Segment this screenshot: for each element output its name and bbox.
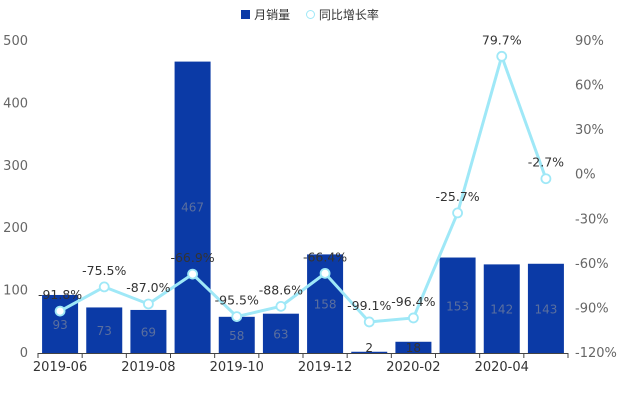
bar (174, 61, 211, 353)
growth-point (540, 173, 552, 185)
growth-value-label: -2.7% (528, 155, 564, 170)
y-right-tick-label: 60% (575, 79, 604, 94)
bar (395, 341, 432, 353)
bar (130, 309, 167, 353)
y-right-tick-label: -120% (575, 346, 617, 361)
growth-value-label: -91.8% (38, 287, 82, 302)
x-tick-label: 2019-12 (298, 360, 352, 375)
bar (483, 264, 520, 353)
growth-value-label: -99.1% (347, 298, 391, 313)
bar-value-label: 63 (273, 327, 288, 341)
growth-point (319, 267, 331, 279)
growth-value-label: 79.7% (482, 32, 522, 47)
legend: 月销量 同比增长率 (0, 6, 620, 23)
growth-value-label: -25.7% (435, 189, 479, 204)
growth-value-label: -66.9% (170, 250, 214, 265)
legend-bar-swatch (241, 10, 251, 19)
bar-value-label: 143 (534, 302, 557, 316)
bar-value-label: 93 (52, 318, 67, 332)
growth-point (408, 312, 419, 324)
y-left-tick-label: 100 (3, 284, 28, 299)
legend-item-bar: 月销量 (241, 6, 290, 23)
bar-value-label: 18 (406, 341, 421, 355)
y-right-tick-label: -60% (575, 257, 609, 272)
growth-point (275, 300, 287, 312)
x-tick-label: 2020-04 (475, 360, 529, 375)
y-left-tick-label: 300 (3, 159, 28, 174)
legend-item-line: 同比增长率 (305, 6, 379, 23)
legend-line-label: 同比增长率 (318, 8, 379, 22)
growth-point (452, 207, 463, 219)
y-right-tick-label: 0% (575, 168, 596, 183)
bar (262, 313, 299, 353)
x-tick-label: 2019-06 (33, 360, 87, 375)
bar-value-label: 153 (446, 299, 469, 313)
bar-value-label: 158 (314, 298, 337, 312)
growth-point (143, 298, 154, 310)
growth-point (363, 316, 375, 328)
bar (527, 263, 564, 353)
growth-point (54, 305, 66, 317)
bar-value-label: 69 (141, 325, 156, 339)
y-left-tick-label: 200 (3, 221, 28, 236)
bar-value-label: 58 (229, 329, 244, 343)
growth-value-label: -96.4% (391, 294, 435, 309)
legend-line-swatch (305, 10, 315, 19)
y-right-tick-label: -90% (575, 301, 609, 316)
y-right-tick-label: 30% (575, 123, 604, 138)
x-tick-label: 2020-02 (386, 360, 440, 375)
bar-value-label: 2 (365, 341, 373, 355)
bar (218, 316, 255, 353)
growth-value-label: -66.4% (303, 249, 347, 264)
y-left-tick-label: 0 (20, 346, 28, 361)
growth-value-label: -75.5% (82, 263, 126, 278)
legend-bar-label: 月销量 (254, 8, 291, 22)
growth-value-label: -95.5% (215, 293, 259, 308)
x-tick-label: 2019-10 (210, 360, 264, 375)
bar (86, 307, 123, 353)
growth-line (59, 54, 548, 324)
growth-value-label: -87.0% (126, 280, 170, 295)
y-right-tick-label: 90% (575, 34, 604, 49)
growth-point (187, 268, 198, 280)
growth-point (98, 281, 110, 293)
bar-value-label: 142 (490, 303, 513, 317)
growth-point (231, 311, 243, 323)
growth-point (496, 50, 508, 62)
bar (439, 257, 476, 353)
bar (351, 351, 388, 353)
bar-value-label: 73 (97, 324, 112, 338)
bar-value-label: 467 (181, 201, 204, 215)
growth-value-label: -88.6% (259, 282, 303, 297)
x-tick-label: 2019-08 (121, 360, 175, 375)
y-left-tick-label: 400 (3, 96, 28, 111)
y-right-tick-label: -30% (575, 212, 609, 227)
y-left-tick-label: 500 (3, 34, 28, 49)
